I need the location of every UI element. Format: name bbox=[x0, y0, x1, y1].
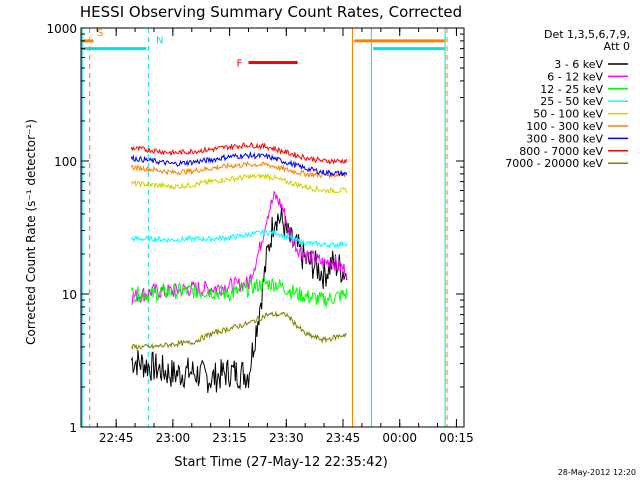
plot-frame bbox=[80, 27, 465, 428]
bar-label-n: N bbox=[156, 36, 163, 47]
series-line-3 bbox=[130, 228, 348, 249]
series-line-6 bbox=[130, 150, 348, 177]
legend-label-3: 25 - 50 keV bbox=[540, 95, 603, 108]
legend-label-6: 300 - 800 keV bbox=[526, 132, 603, 145]
legend-label-7: 800 - 7000 keV bbox=[519, 145, 603, 158]
x-tick-label-00:15: 00:15 bbox=[439, 431, 474, 445]
bar-label-s: S bbox=[97, 28, 103, 39]
x-tick-label-23:15: 23:15 bbox=[212, 431, 247, 445]
chart-title: HESSI Observing Summary Count Rates, Cor… bbox=[80, 3, 462, 21]
x-tick-label-23:00: 23:00 bbox=[156, 431, 191, 445]
y-tick-label-100: 100 bbox=[54, 155, 77, 169]
observing-bars: S N F bbox=[81, 28, 448, 427]
series-line-8 bbox=[130, 310, 347, 351]
y-tick-label-1: 1 bbox=[69, 421, 77, 435]
series-line-4 bbox=[130, 173, 348, 194]
series-line-2 bbox=[130, 277, 348, 308]
legend-label-4: 50 - 100 keV bbox=[533, 108, 603, 121]
y-tick-label-10: 10 bbox=[62, 288, 77, 302]
bar-label-f: F bbox=[236, 59, 242, 70]
timestamp: 28-May-2012 12:20 bbox=[558, 468, 636, 477]
legend-label-5: 100 - 300 keV bbox=[526, 120, 603, 133]
series-line-1 bbox=[130, 190, 348, 305]
y-tick-label-1000: 1000 bbox=[46, 22, 77, 36]
legend-header-2: Att 0 bbox=[604, 40, 630, 53]
series-layer bbox=[130, 141, 348, 394]
series-line-7 bbox=[130, 141, 348, 165]
x-tick-label-23:30: 23:30 bbox=[269, 431, 304, 445]
legend-header-1: Det 1,3,5,6,7,9, bbox=[544, 28, 630, 41]
tick-marks: 1 10 100 1000 22:45 23:00 23:15 23:30 23:45 00:00… bbox=[46, 22, 473, 445]
legend-label-0: 3 - 6 keV bbox=[554, 58, 603, 71]
series-line-0 bbox=[130, 207, 348, 394]
series-line-5 bbox=[130, 160, 348, 179]
axes bbox=[80, 27, 465, 428]
x-tick-label-23:45: 23:45 bbox=[326, 431, 361, 445]
legend-label-8: 7000 - 20000 keV bbox=[505, 157, 603, 170]
x-axis-label: Start Time (27-May-12 22:35:42) bbox=[174, 455, 388, 470]
y-axis-label: Corrected Count Rate (s⁻¹ detector⁻¹) bbox=[24, 119, 38, 345]
x-tick-label-00:00: 00:00 bbox=[382, 431, 417, 445]
x-tick-label-22:45: 22:45 bbox=[99, 431, 134, 445]
legend-label-1: 6 - 12 keV bbox=[547, 70, 603, 83]
legend-label-2: 12 - 25 keV bbox=[540, 83, 603, 96]
